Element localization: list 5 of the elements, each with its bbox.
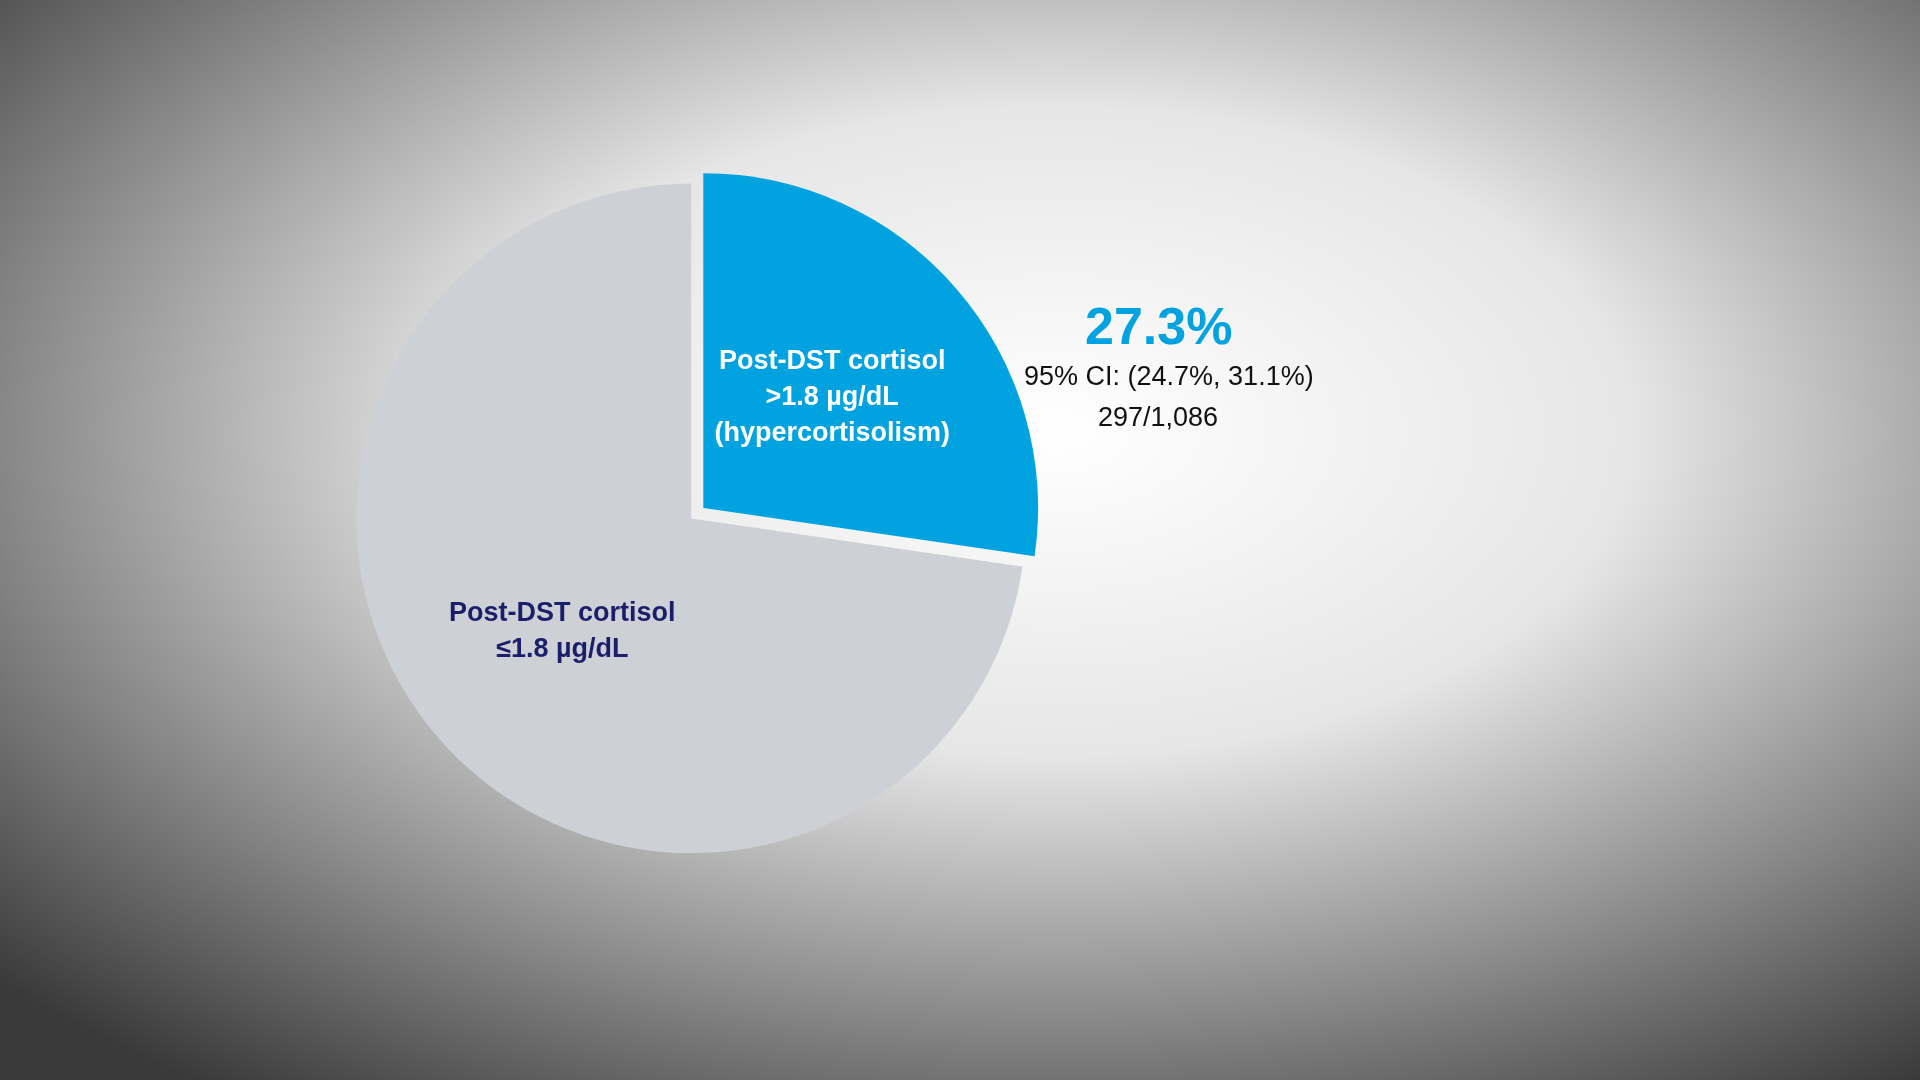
text: 95% CI: (24.7%, 31.1%) (1024, 360, 1314, 391)
slice-label: Post-DST cortisol ≤1.8 µg/dL (449, 596, 676, 663)
text: 297/1,086 (1098, 401, 1219, 432)
data-label: 27.3% (1085, 297, 1233, 355)
slice-label: Post-DST cortisol >1.8 µg/dL (hypercortisolism) (714, 345, 950, 448)
